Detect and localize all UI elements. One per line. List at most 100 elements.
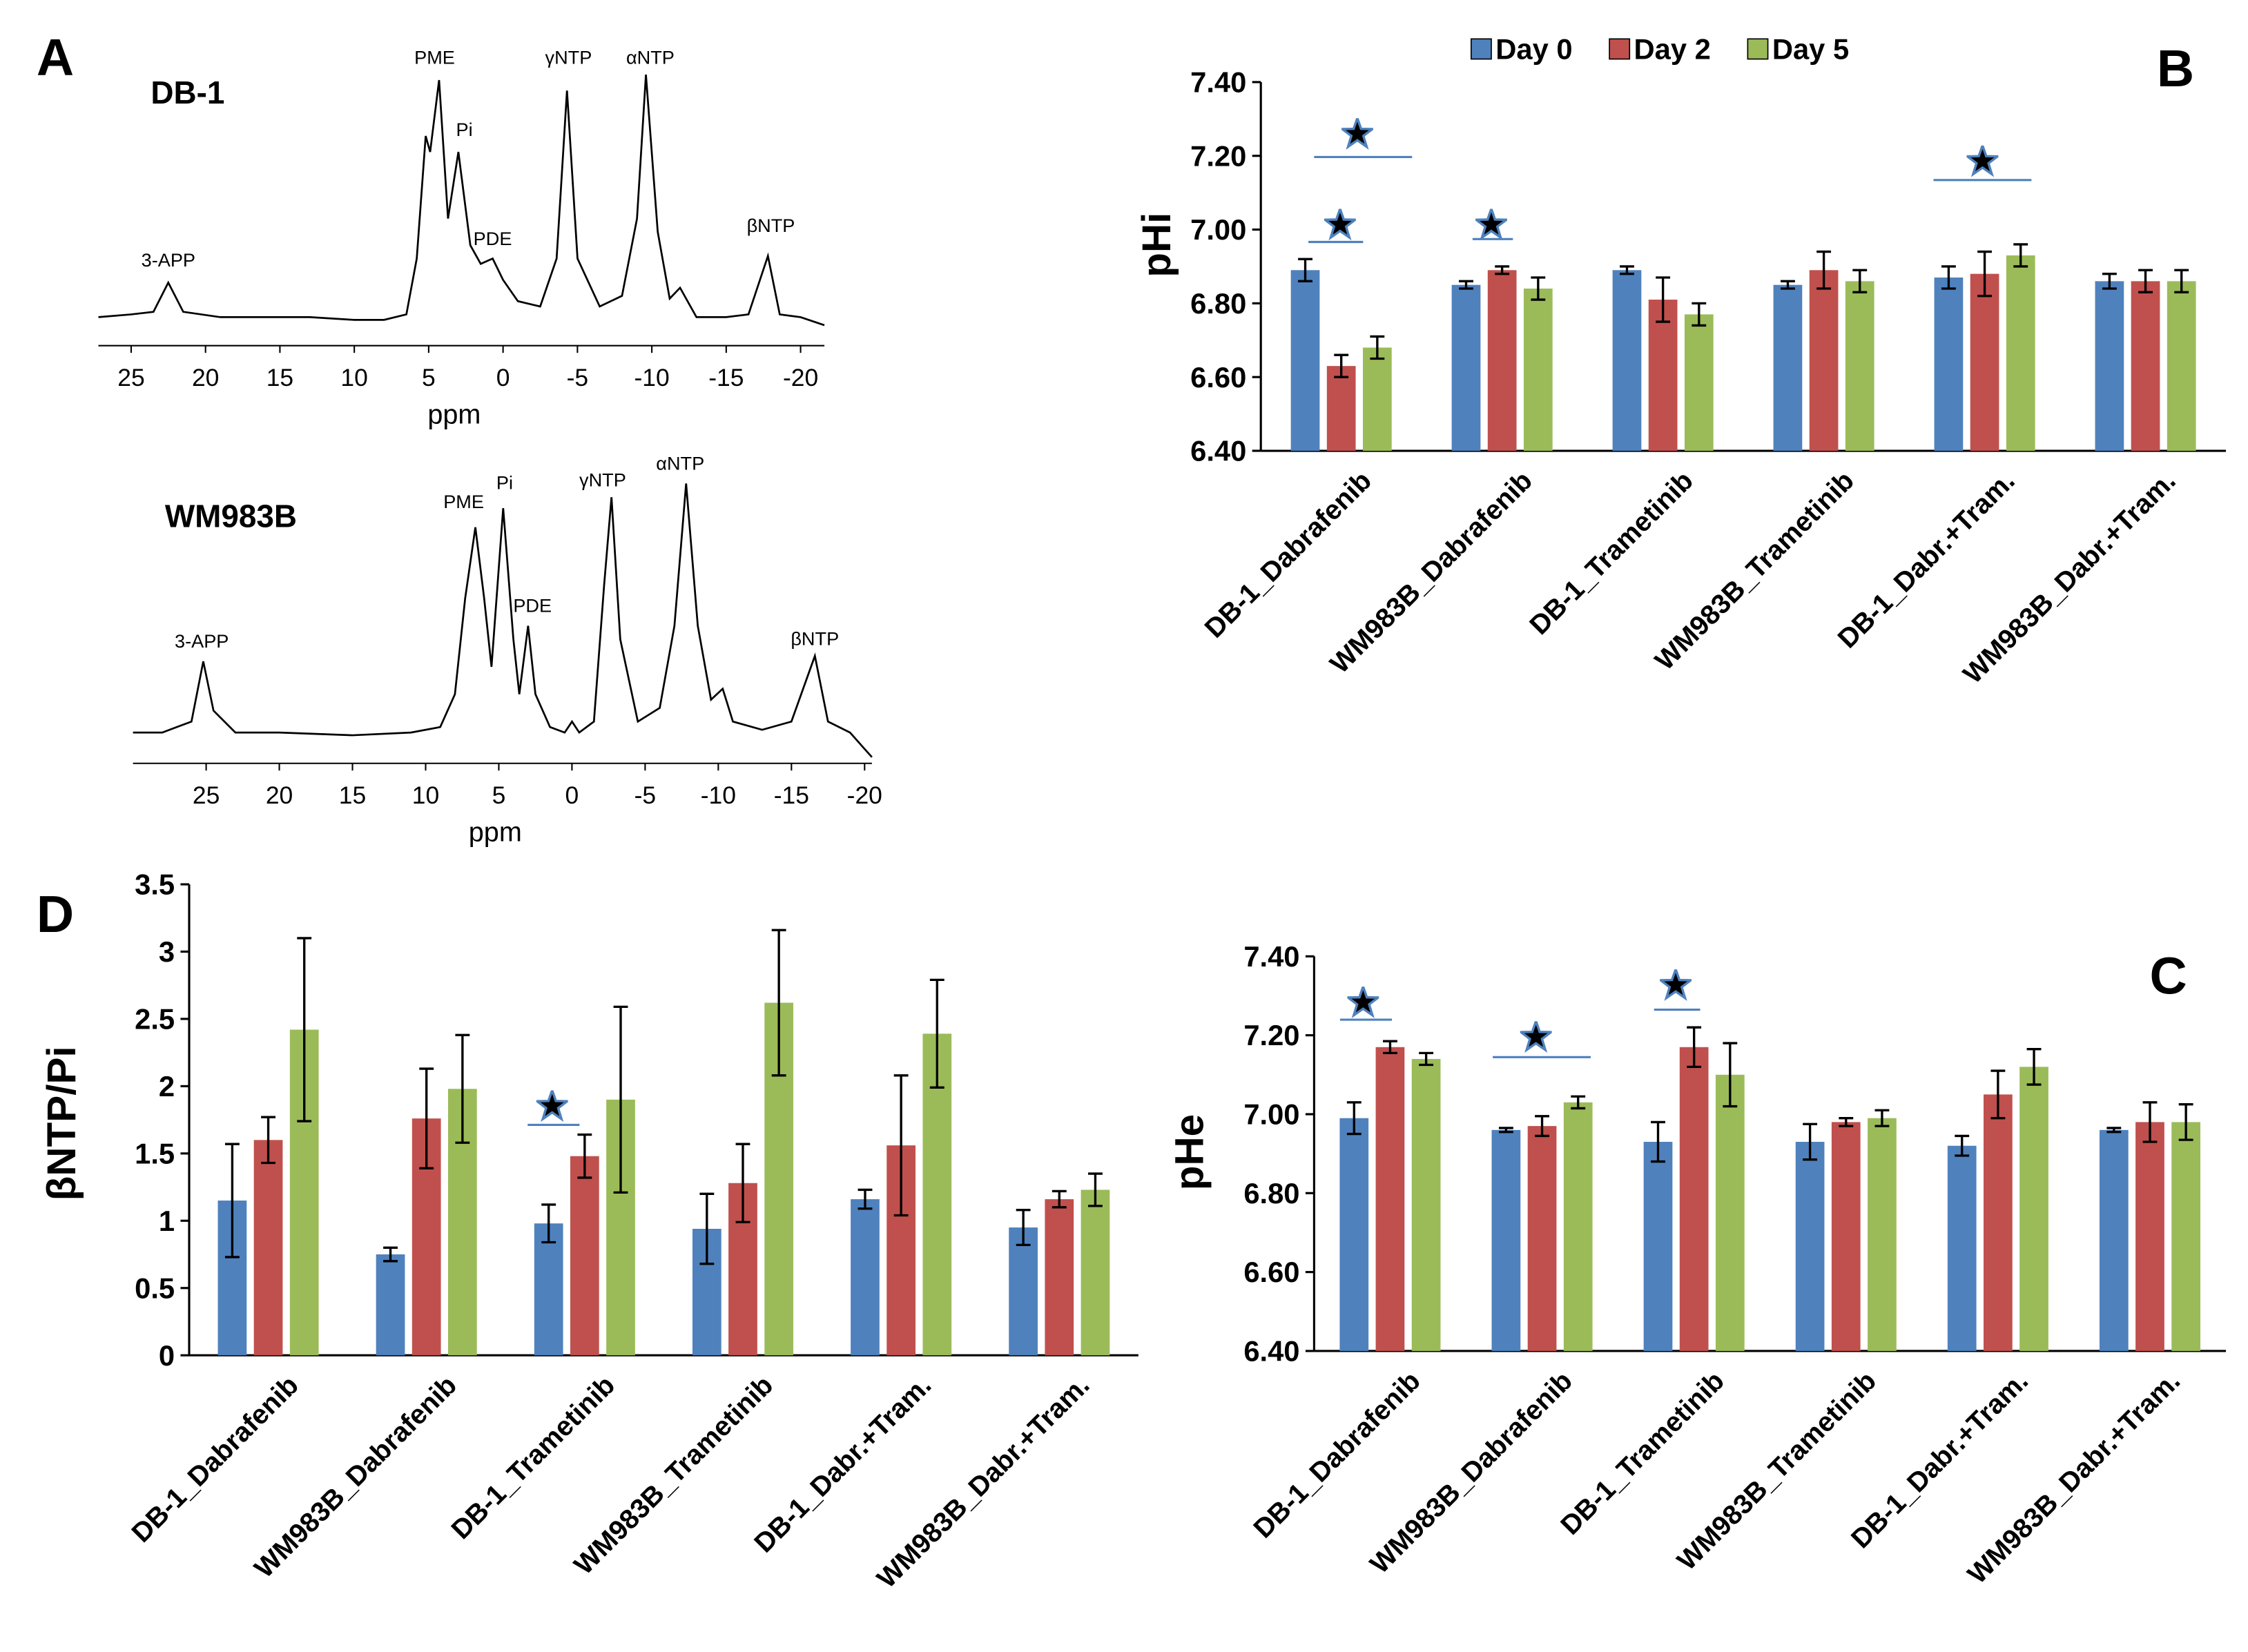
- significance-markers: [527, 118, 2032, 1126]
- error-bar: [893, 1074, 909, 1217]
- legend-label: Day 2: [1634, 33, 1711, 66]
- error-bar: [1571, 1095, 1586, 1110]
- error-bar: [297, 937, 312, 1123]
- y-tick-label: 3.5: [135, 868, 175, 901]
- y-tick-label: 6.60: [1190, 361, 1246, 393]
- error-bar: [383, 1246, 398, 1263]
- bar: [1809, 270, 1839, 451]
- y-axis-label: pHi: [1134, 213, 1179, 278]
- bar: [1290, 270, 1320, 451]
- bar: [1411, 1058, 1441, 1351]
- legend-label: Day 5: [1772, 33, 1849, 66]
- error-bar: [1651, 1120, 1665, 1163]
- panel-label: A: [37, 28, 74, 86]
- x-tick-label: 20: [192, 364, 219, 391]
- legend-label: Day 0: [1495, 33, 1572, 66]
- x-tick-label: 20: [266, 781, 293, 809]
- x-tick-label: 25: [117, 364, 144, 391]
- y-tick-label: 7.40: [1190, 66, 1246, 99]
- peak-label: 3-APP: [142, 249, 195, 271]
- spectrum-line: [133, 483, 873, 758]
- error-bar: [2178, 1103, 2193, 1141]
- y-tick-label: 0: [159, 1339, 175, 1372]
- error-bar: [1346, 1101, 1362, 1136]
- x-tick-label: DB-1_Dabrafenib: [1199, 465, 1377, 643]
- bar: [570, 1156, 599, 1356]
- bar: [2135, 1122, 2164, 1351]
- error-bar: [455, 1033, 470, 1144]
- x-tick-label: -20: [783, 364, 818, 391]
- error-bar: [1723, 1042, 1738, 1108]
- bar: [1563, 1102, 1593, 1351]
- x-tick-label: -10: [701, 781, 736, 809]
- y-tick-label: 6.80: [1190, 287, 1246, 320]
- error-bar: [1334, 353, 1349, 378]
- x-tick-label: DB-1_Trametinib: [1555, 1366, 1730, 1541]
- x-tick-label: DB-1_Dabr.+Tram.: [1832, 465, 2021, 654]
- error-bar: [1990, 1069, 2006, 1120]
- bar: [1795, 1141, 1825, 1351]
- bar: [1868, 1118, 1897, 1351]
- bar: [1523, 289, 1553, 451]
- bar: [851, 1199, 880, 1356]
- y-axis-label: βNTP/Pi: [39, 1046, 84, 1201]
- error-bar: [1370, 335, 1385, 360]
- error-bar: [1781, 280, 1795, 290]
- bar: [1679, 1047, 1709, 1351]
- peak-label: αNTP: [656, 453, 704, 474]
- sig-star: [536, 1090, 568, 1120]
- bar: [2006, 255, 2035, 451]
- sig-star: [1966, 145, 1999, 175]
- bar: [2131, 281, 2160, 451]
- peak-label: βNTP: [791, 628, 839, 649]
- sig-star: [1341, 118, 1373, 148]
- error-bar: [2106, 1127, 2122, 1134]
- peak-label: Pi: [456, 119, 473, 140]
- error-bar: [1852, 269, 1868, 294]
- bar: [1081, 1189, 1110, 1356]
- bar: [376, 1254, 405, 1356]
- y-axis-label: pHe: [1167, 1114, 1212, 1190]
- error-bar: [1531, 276, 1546, 301]
- error-bar: [1816, 250, 1832, 290]
- error-bar: [2013, 243, 2028, 268]
- error-bar: [1692, 302, 1707, 327]
- error-bar: [419, 1067, 434, 1169]
- error-bar: [1535, 1115, 1549, 1138]
- bar: [1362, 347, 1392, 451]
- error-bar: [1620, 265, 1634, 275]
- bar: [1648, 300, 1678, 451]
- x-tick-label: -10: [634, 364, 669, 391]
- y-tick-label: 6.60: [1243, 1256, 1299, 1288]
- bar: [1527, 1126, 1557, 1351]
- error-bar: [1874, 1109, 1890, 1127]
- error-bar: [1459, 280, 1473, 290]
- error-bar: [1498, 1127, 1513, 1134]
- peak-label: 3-APP: [175, 630, 229, 652]
- peak-label: βNTP: [747, 215, 795, 236]
- error-bar: [699, 1192, 715, 1265]
- bar: [1487, 270, 1517, 451]
- y-tick-label: 1.5: [135, 1137, 175, 1169]
- peak-label: γNTP: [579, 469, 626, 490]
- y-tick-label: 0.5: [135, 1272, 175, 1304]
- x-axis-label: ppm: [469, 817, 522, 847]
- sig-star: [1660, 969, 1692, 1000]
- x-tick-label: DB-1_Trametinib: [1524, 465, 1699, 641]
- error-bar: [2142, 1101, 2158, 1143]
- bar: [534, 1223, 563, 1356]
- x-tick-label: DB-1_Dabrafenib: [1248, 1366, 1426, 1544]
- error-bar: [1803, 1123, 1818, 1161]
- error-bar: [1052, 1189, 1067, 1209]
- peak-label: PDE: [513, 595, 552, 616]
- y-tick-label: 7.40: [1243, 940, 1299, 973]
- spectrum-title: WM983B: [165, 498, 297, 534]
- y-tick-label: 6.40: [1190, 435, 1246, 467]
- bar: [2167, 281, 2196, 451]
- bar: [1339, 1118, 1369, 1351]
- error-bar: [1941, 265, 1956, 290]
- error-bar: [1088, 1172, 1103, 1207]
- error-bar: [541, 1203, 556, 1244]
- bar: [1009, 1227, 1038, 1356]
- bar: [1612, 270, 1642, 451]
